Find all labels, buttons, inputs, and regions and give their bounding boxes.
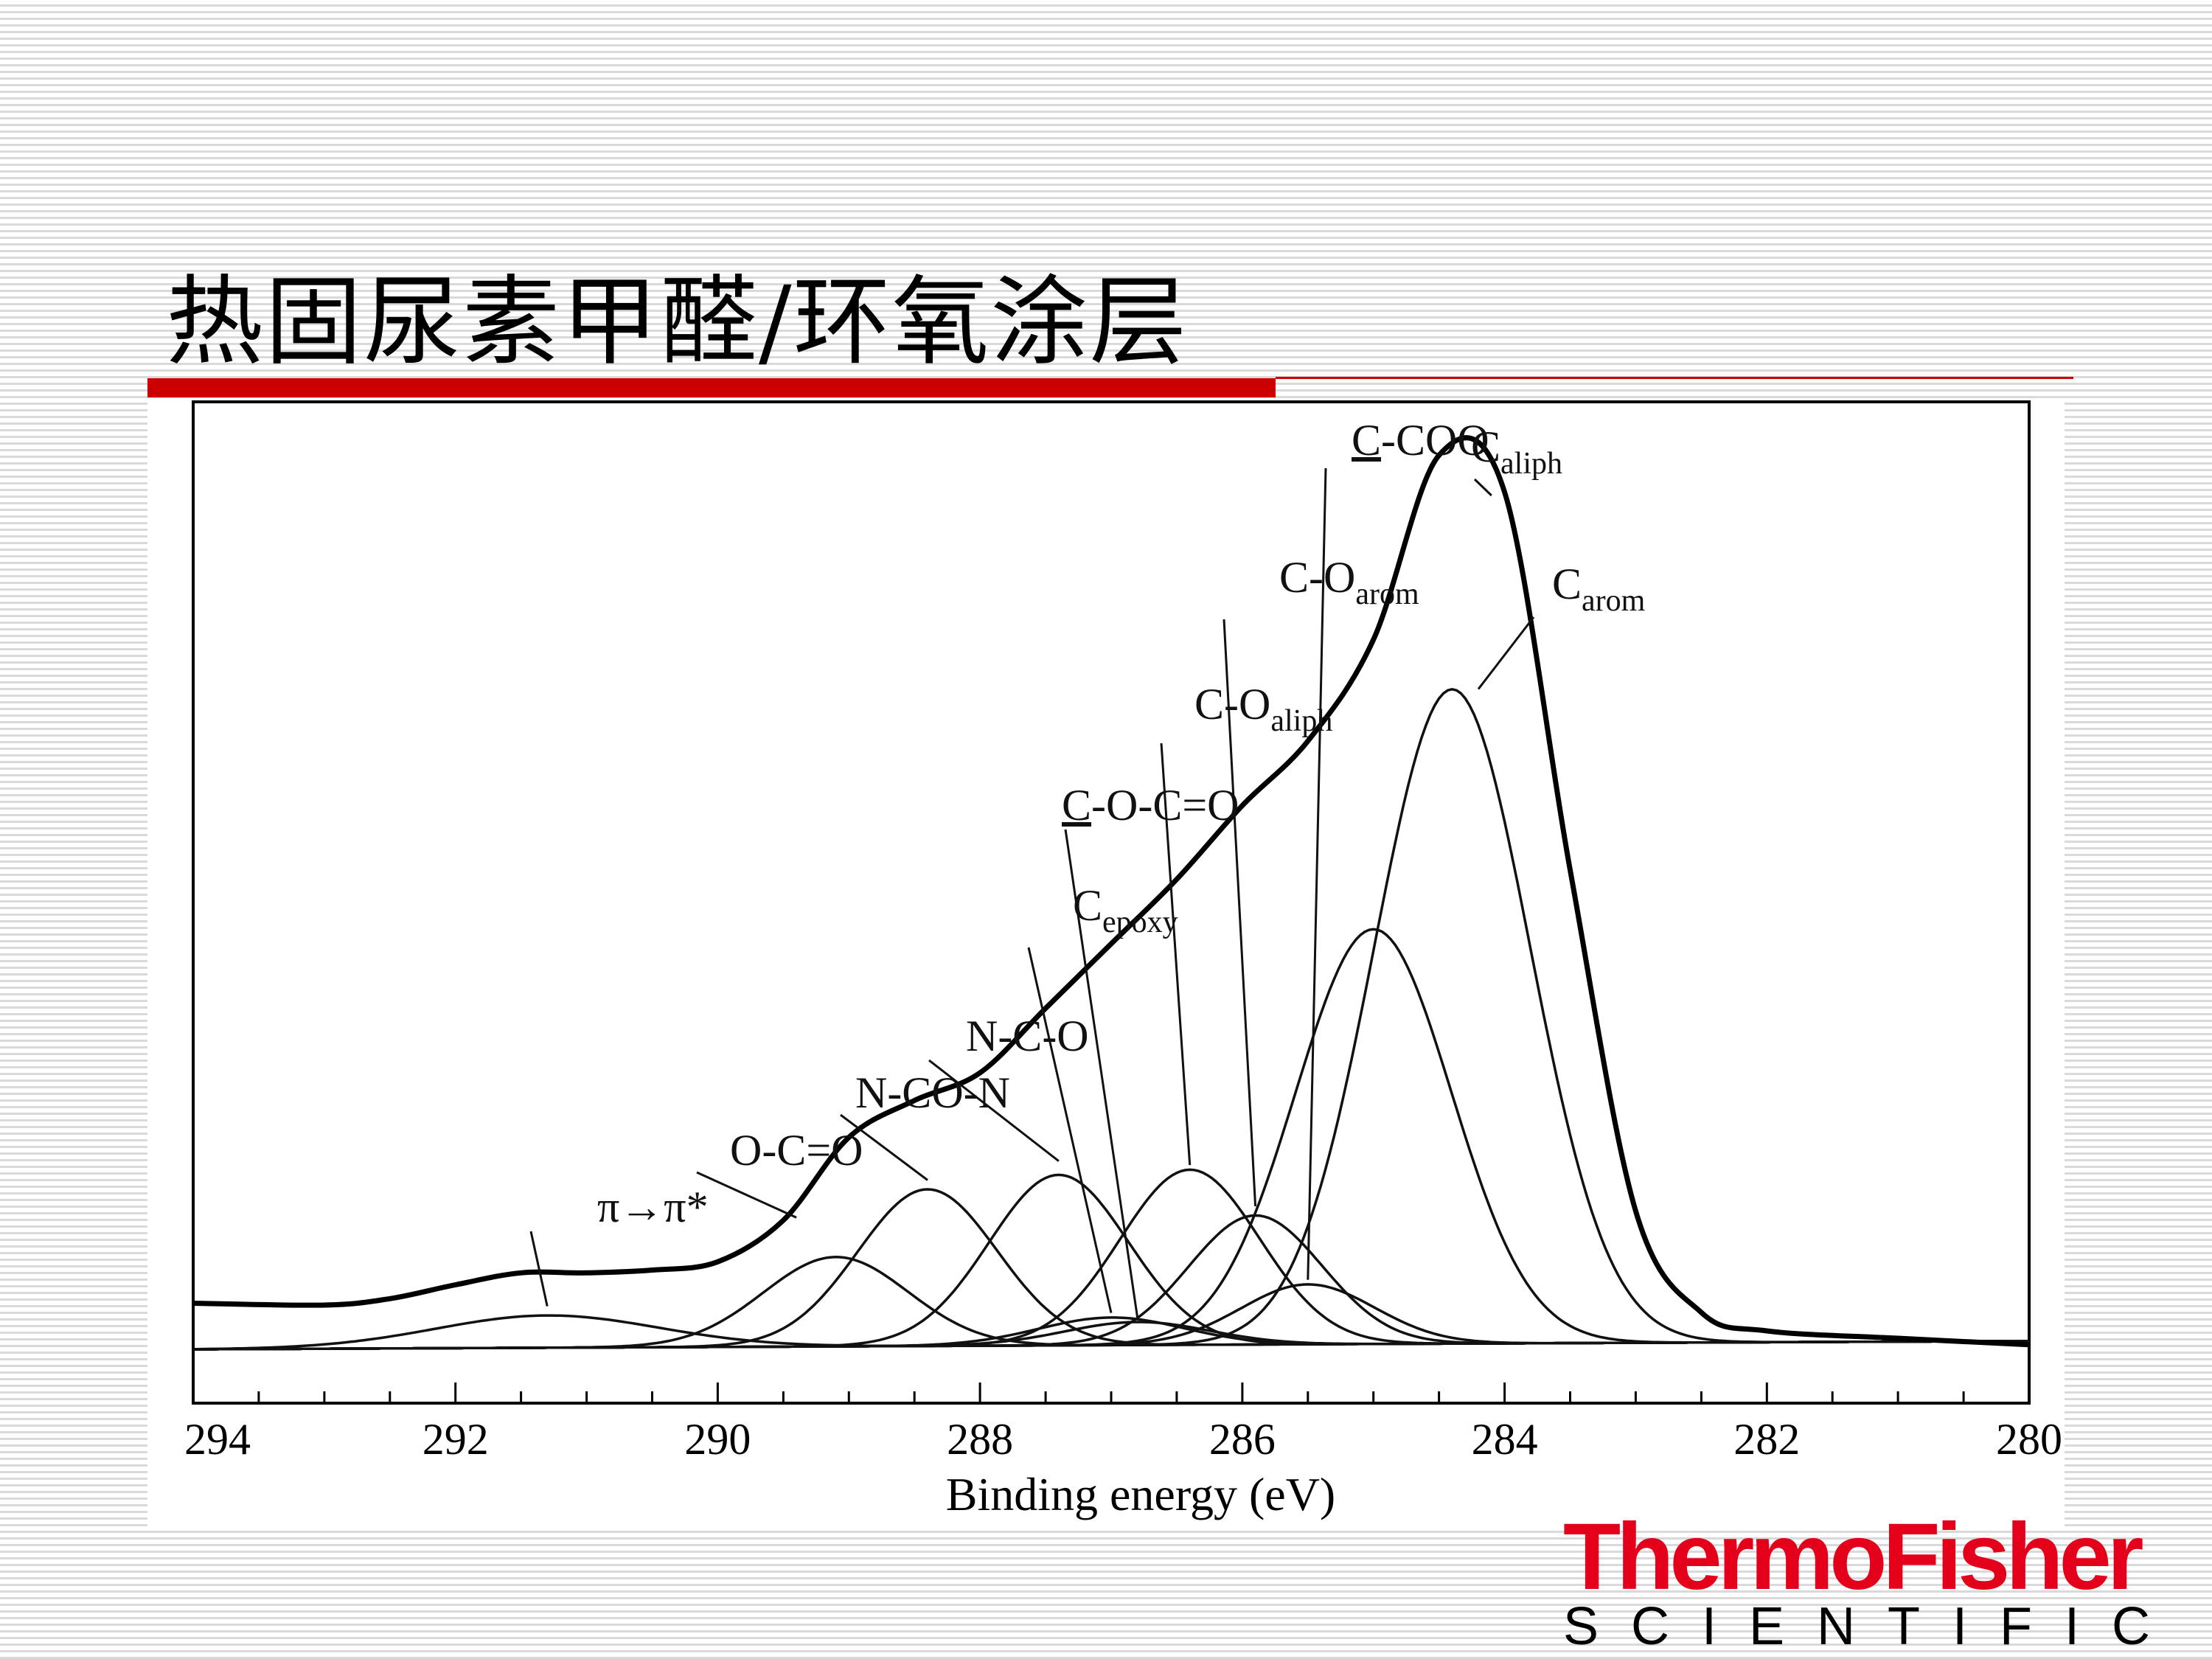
component-peaks xyxy=(193,688,2030,1351)
xps-c1s-chart: π→π* O-C=O N-CO-N N-C-O Cepoxy C-O-C=O C-Oalip… xyxy=(184,400,2062,1520)
tick-label-294: 294 xyxy=(184,1415,251,1464)
tick-label-282: 282 xyxy=(1733,1415,1800,1464)
leader-c-oaliph xyxy=(1160,742,1192,1166)
thermo-fisher-logo: ThermoFisher SCIENTIFIC xyxy=(1563,1510,2212,1659)
leader-caliph xyxy=(1473,478,1492,497)
leader-cepoxy xyxy=(1027,947,1113,1313)
tick-label-280: 280 xyxy=(1996,1415,2062,1464)
slide-title: 热固尿素甲醛/环氧涂层 xyxy=(166,265,1189,379)
peak-n-co-n xyxy=(193,1188,2029,1351)
leader-n-co-n xyxy=(840,1113,928,1181)
leader-c-o-c-o xyxy=(1064,829,1139,1318)
tick-label-286: 286 xyxy=(1209,1415,1276,1464)
leader-n-c-o xyxy=(928,1059,1060,1162)
label-n-co-n: N-CO-N xyxy=(855,1068,1010,1117)
peak-o-c-o xyxy=(193,1256,2029,1351)
envelope-curve xyxy=(192,435,2030,1348)
label-carom: Carom xyxy=(1552,560,1646,618)
label-o-c-o: O-C=O xyxy=(730,1126,863,1175)
logo-brand: ThermoFisher xyxy=(1563,1504,2143,1610)
tick-label-290: 290 xyxy=(684,1415,751,1464)
tick-label-284: 284 xyxy=(1472,1415,1538,1464)
envelope-line xyxy=(192,435,2030,1348)
x-axis: 294 292 290 288 286 284 282 280 xyxy=(184,1382,2062,1464)
label-pi-pi: π→π* xyxy=(597,1183,709,1231)
label-c-oarom: C-Oarom xyxy=(1279,553,1419,611)
annotation-leaders xyxy=(529,467,1535,1318)
label-c-o-c-o: C-O-C=O xyxy=(1062,781,1239,830)
title-underline-thin xyxy=(1276,377,2073,379)
peak-carom xyxy=(193,688,2030,1351)
label-cepoxy: Cepoxy xyxy=(1073,881,1178,939)
label-n-c-o: N-C-O xyxy=(966,1012,1089,1060)
leader-c-oarom xyxy=(1222,619,1257,1207)
title-underline-thick xyxy=(147,378,1276,397)
leader-carom xyxy=(1477,616,1535,690)
leader-o-c-o xyxy=(696,1171,797,1219)
annotation-labels: π→π* O-C=O N-CO-N N-C-O Cepoxy C-O-C=O C-Oalip… xyxy=(597,416,1646,1231)
leader-pi-pi xyxy=(529,1231,549,1307)
label-c-oaliph: C-Oaliph xyxy=(1194,680,1332,738)
label-caliph: Caliph xyxy=(1471,422,1562,481)
label-c-coo: C-COO xyxy=(1352,416,1489,465)
tick-label-288: 288 xyxy=(947,1415,1013,1464)
leader-c-coo xyxy=(1307,467,1327,1280)
logo-tagline: SCIENTIFIC xyxy=(1563,1597,2183,1656)
x-axis-title: Binding energy (eV) xyxy=(946,1468,1335,1520)
tick-label-292: 292 xyxy=(422,1415,489,1464)
